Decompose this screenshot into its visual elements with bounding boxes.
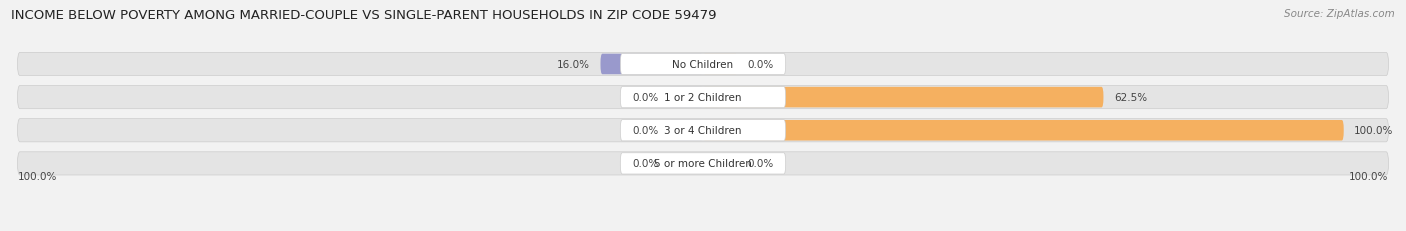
- Text: 0.0%: 0.0%: [631, 93, 658, 103]
- Text: 100.0%: 100.0%: [17, 171, 56, 181]
- Text: 62.5%: 62.5%: [1114, 93, 1147, 103]
- Text: No Children: No Children: [672, 60, 734, 70]
- FancyBboxPatch shape: [669, 88, 703, 108]
- FancyBboxPatch shape: [600, 55, 703, 75]
- FancyBboxPatch shape: [703, 120, 1344, 141]
- FancyBboxPatch shape: [669, 153, 703, 174]
- FancyBboxPatch shape: [620, 153, 786, 174]
- Text: 0.0%: 0.0%: [631, 159, 658, 169]
- Text: 5 or more Children: 5 or more Children: [654, 159, 752, 169]
- Text: 100.0%: 100.0%: [1354, 126, 1393, 136]
- FancyBboxPatch shape: [17, 86, 1389, 109]
- Text: 0.0%: 0.0%: [748, 159, 775, 169]
- FancyBboxPatch shape: [620, 54, 786, 75]
- Text: 0.0%: 0.0%: [748, 60, 775, 70]
- FancyBboxPatch shape: [17, 152, 1389, 175]
- Text: 100.0%: 100.0%: [1350, 171, 1389, 181]
- FancyBboxPatch shape: [703, 153, 738, 174]
- Text: 1 or 2 Children: 1 or 2 Children: [664, 93, 742, 103]
- FancyBboxPatch shape: [620, 120, 786, 141]
- FancyBboxPatch shape: [17, 119, 1389, 142]
- Text: INCOME BELOW POVERTY AMONG MARRIED-COUPLE VS SINGLE-PARENT HOUSEHOLDS IN ZIP COD: INCOME BELOW POVERTY AMONG MARRIED-COUPL…: [11, 9, 717, 22]
- FancyBboxPatch shape: [703, 88, 1104, 108]
- Text: 16.0%: 16.0%: [557, 60, 591, 70]
- Text: Source: ZipAtlas.com: Source: ZipAtlas.com: [1284, 9, 1395, 19]
- FancyBboxPatch shape: [703, 55, 738, 75]
- FancyBboxPatch shape: [620, 87, 786, 108]
- FancyBboxPatch shape: [17, 53, 1389, 76]
- Text: 3 or 4 Children: 3 or 4 Children: [664, 126, 742, 136]
- FancyBboxPatch shape: [669, 120, 703, 141]
- Text: 0.0%: 0.0%: [631, 126, 658, 136]
